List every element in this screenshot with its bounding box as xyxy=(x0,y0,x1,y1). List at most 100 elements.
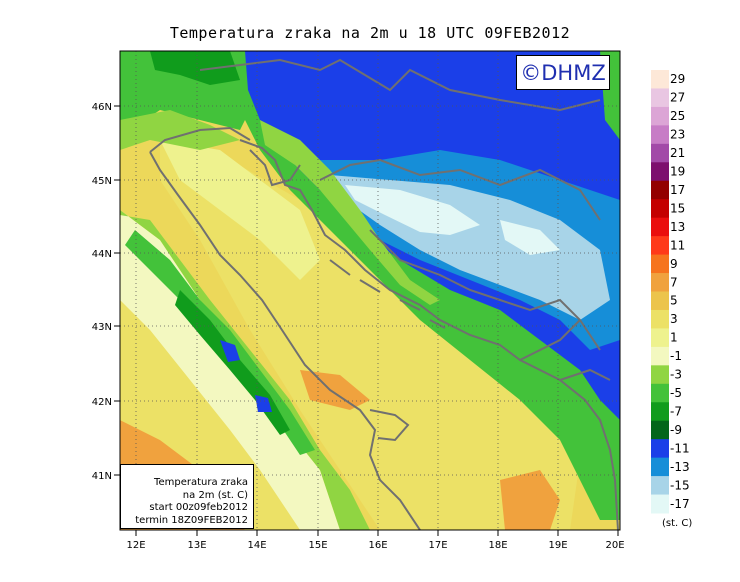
legend-label: -15 xyxy=(670,478,690,492)
legend-label: 3 xyxy=(670,312,678,326)
info-line: na 2m (st. C) xyxy=(182,489,248,501)
legend-label: 25 xyxy=(670,109,685,123)
lat-label: 44N xyxy=(92,249,112,260)
legend-swatch xyxy=(651,217,669,237)
legend-label: 21 xyxy=(670,146,685,160)
legend-swatch xyxy=(651,70,669,89)
field-sea-orange xyxy=(300,370,370,410)
lon-label: 14E xyxy=(247,540,266,551)
legend-swatch xyxy=(651,439,669,459)
legend-label: 15 xyxy=(670,201,685,215)
lat-label: 42N xyxy=(92,397,112,408)
info-box: Temperatura zraka na 2m (st. C) start 00… xyxy=(120,464,254,529)
gargano xyxy=(369,409,410,442)
lon-label: 12E xyxy=(126,540,145,551)
field-italy-blue-spots xyxy=(220,340,240,362)
graticule xyxy=(120,51,620,530)
legend-swatch xyxy=(651,88,669,108)
info-line: Temperatura zraka xyxy=(154,477,248,488)
legend-swatch xyxy=(651,199,669,219)
plot-frame xyxy=(119,50,621,531)
legend-swatch xyxy=(651,254,669,274)
lon-labels: 12E 13E 14E 15E 16E 17E 18E 19E 20E xyxy=(126,540,624,551)
legend-label: -7 xyxy=(670,404,682,418)
legend-label: -13 xyxy=(670,460,690,474)
coastlines xyxy=(149,58,619,530)
legend-swatch xyxy=(651,346,669,366)
legend-label: 1 xyxy=(670,331,678,345)
italy-coastline xyxy=(149,126,421,530)
legend-swatch xyxy=(651,143,669,163)
lat-label: 46N xyxy=(92,102,112,113)
legend-swatch xyxy=(651,236,669,256)
lon-label: 13E xyxy=(187,540,206,551)
tick-marks xyxy=(114,105,619,536)
field-land-white2 xyxy=(500,220,560,255)
legend-label: 29 xyxy=(670,72,685,86)
legend-label: -17 xyxy=(670,497,690,511)
field-italy-yellow xyxy=(120,300,300,530)
legend-label: -1 xyxy=(670,349,682,363)
legend-label: -11 xyxy=(670,441,690,455)
border-montenegro xyxy=(519,319,611,381)
lat-labels: 46N 45N 44N 43N 42N 41N xyxy=(92,102,112,482)
legend-swatch xyxy=(651,180,669,200)
legend-label: 19 xyxy=(670,165,685,179)
istria xyxy=(249,149,301,187)
legend-swatch xyxy=(651,420,669,440)
legend-label: 13 xyxy=(670,220,685,234)
legend-label: -3 xyxy=(670,368,682,382)
legend-label: 23 xyxy=(670,128,685,142)
lon-label: 20E xyxy=(605,540,624,551)
legend-label: -5 xyxy=(670,386,682,400)
islands xyxy=(329,259,446,329)
croatia-coastline xyxy=(239,139,619,530)
legend-swatch xyxy=(651,402,669,422)
border-bosnia xyxy=(369,229,601,351)
info-line: start 00z09feb2012 xyxy=(149,502,248,513)
legend-swatch xyxy=(651,162,669,182)
map-field xyxy=(120,51,620,530)
legend-label: 7 xyxy=(670,275,678,289)
legend-units: (st. C) xyxy=(662,518,693,529)
color-legend: 29 27 25 23 21 19 17 15 13 11 9 7 5 3 1 -1 -3 -5 -7 -9 -11 -1… xyxy=(651,70,690,514)
field-north-lightgreen xyxy=(120,110,240,150)
legend-swatch xyxy=(651,125,669,145)
field-sea-orange2 xyxy=(500,470,560,530)
legend-swatch xyxy=(651,273,669,292)
legend-swatch xyxy=(651,383,669,403)
legend-swatch xyxy=(651,457,669,477)
legend-swatch xyxy=(651,494,669,514)
legend-swatch xyxy=(651,476,669,496)
lon-label: 15E xyxy=(308,540,327,551)
field-sea-lightyellow xyxy=(160,140,320,280)
lat-label: 45N xyxy=(92,176,112,187)
lat-label: 43N xyxy=(92,322,112,333)
legend-swatch xyxy=(651,106,669,126)
legend-swatch xyxy=(651,291,669,311)
border-croatia-bosnia xyxy=(319,158,601,221)
field-land-white xyxy=(345,185,480,235)
legend-label: -9 xyxy=(670,423,682,437)
legend-swatch xyxy=(651,309,669,329)
lon-label: 18E xyxy=(488,540,507,551)
legend-label: 17 xyxy=(670,183,685,197)
lat-label: 41N xyxy=(92,471,112,482)
legend-swatch xyxy=(651,365,669,385)
field-north-darkgreen xyxy=(150,51,240,85)
info-line: termin 18Z09FEB2012 xyxy=(135,514,248,526)
legend-label: 11 xyxy=(670,238,685,252)
lon-label: 16E xyxy=(368,540,387,551)
legend-swatch xyxy=(651,328,669,348)
map-title: Temperatura zraka na 2m u 18 UTC 09FEB20… xyxy=(169,24,571,42)
dhmz-logo: ©DHMZ xyxy=(516,55,610,90)
border-north xyxy=(199,58,601,112)
lon-label: 19E xyxy=(548,540,567,551)
field-italy-blue-spot2 xyxy=(255,395,272,412)
field-coast-green xyxy=(260,120,440,305)
legend-label: 9 xyxy=(670,257,678,271)
legend-label: 27 xyxy=(670,91,685,105)
lon-label: 17E xyxy=(428,540,447,551)
legend-label: 5 xyxy=(670,294,678,308)
